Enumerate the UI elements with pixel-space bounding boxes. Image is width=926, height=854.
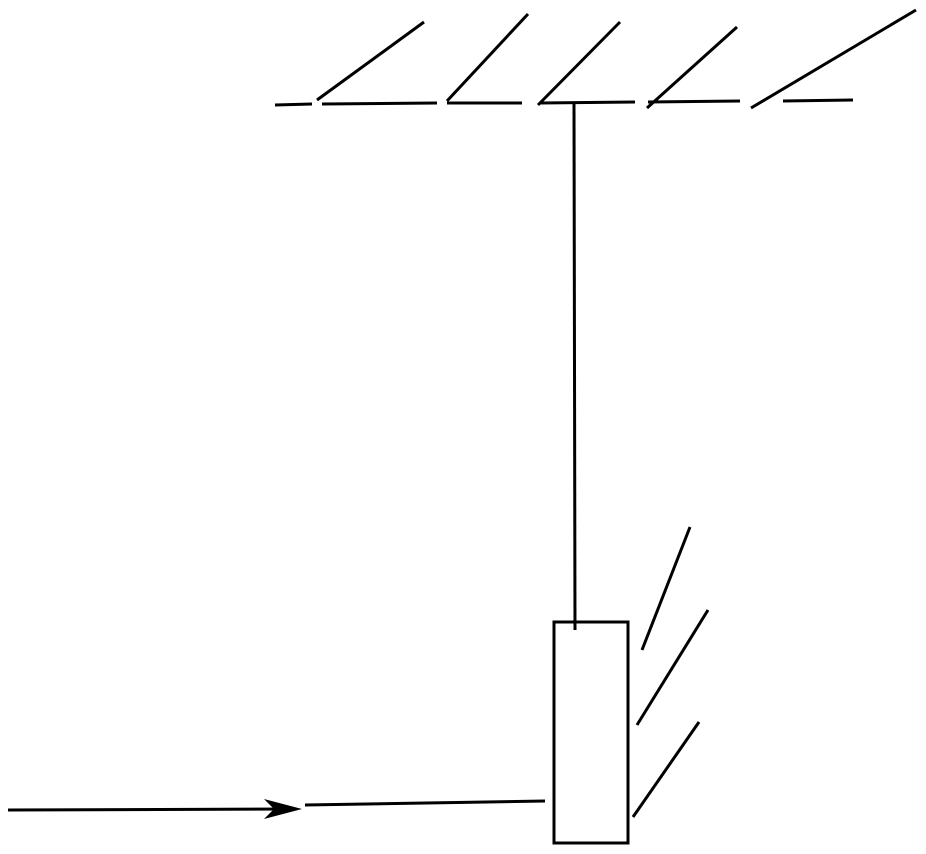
ceiling-line-segment (274, 102, 313, 107)
ceiling-line-segment (321, 101, 438, 106)
arrow-shaft (7, 807, 291, 812)
ceiling-line-segment (647, 99, 741, 104)
wall-hatch (635, 609, 710, 726)
arrowhead-icon (264, 799, 302, 819)
ceiling-hatch (316, 20, 425, 102)
wall-hatch (631, 721, 701, 818)
wall-hatch (640, 526, 692, 651)
wall (631, 526, 710, 818)
ceiling (274, 8, 917, 110)
string (572, 103, 577, 631)
ceiling-line-segment (782, 98, 854, 103)
ceiling-hatch (445, 12, 530, 103)
trajectory-line (304, 799, 546, 807)
block (552, 620, 630, 845)
ceiling-hatch (536, 20, 622, 107)
ceiling-hatch (750, 8, 917, 110)
ceiling-hatch (645, 25, 739, 110)
incoming-arrow (7, 799, 546, 819)
ceiling-line-segment (539, 100, 636, 105)
